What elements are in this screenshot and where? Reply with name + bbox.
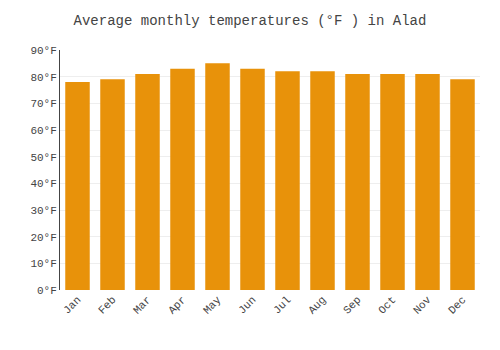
- svg-text:60°F: 60°F: [30, 125, 56, 137]
- svg-text:Average monthly temperatures (: Average monthly temperatures (°F ) in Al…: [74, 13, 427, 29]
- svg-text:40°F: 40°F: [30, 178, 56, 190]
- svg-text:Feb: Feb: [96, 294, 118, 316]
- svg-text:Dec: Dec: [446, 294, 468, 316]
- svg-text:May: May: [201, 294, 224, 317]
- svg-text:Jan: Jan: [61, 294, 83, 316]
- svg-text:0°F: 0°F: [37, 285, 57, 297]
- svg-text:Sep: Sep: [341, 294, 363, 316]
- svg-text:30°F: 30°F: [30, 205, 56, 217]
- svg-text:20°F: 20°F: [30, 232, 56, 244]
- svg-text:Mar: Mar: [131, 294, 153, 316]
- svg-text:70°F: 70°F: [30, 98, 56, 110]
- svg-text:80°F: 80°F: [30, 72, 56, 84]
- svg-text:90°F: 90°F: [30, 45, 56, 57]
- svg-text:Nov: Nov: [411, 294, 434, 317]
- svg-text:10°F: 10°F: [30, 258, 56, 270]
- svg-text:Aug: Aug: [306, 294, 328, 316]
- svg-text:Jun: Jun: [236, 294, 258, 316]
- svg-text:50°F: 50°F: [30, 152, 56, 164]
- svg-text:Oct: Oct: [376, 294, 398, 316]
- svg-text:Apr: Apr: [166, 294, 188, 316]
- svg-text:Jul: Jul: [271, 294, 293, 316]
